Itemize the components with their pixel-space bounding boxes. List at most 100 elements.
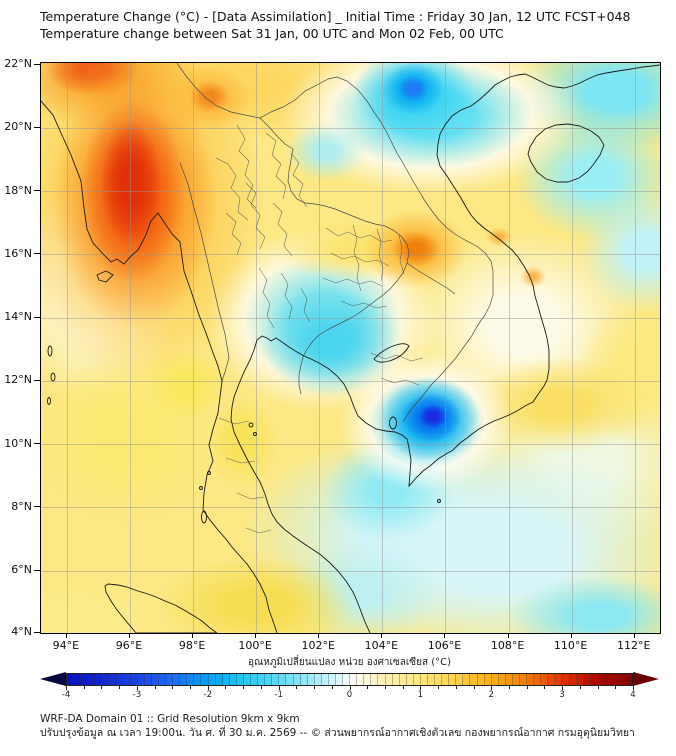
y-axis-tick [34, 569, 40, 571]
colorbar-segment [427, 673, 436, 685]
island [437, 499, 441, 503]
colorbar-major-tick [349, 686, 351, 690]
title-block: Temperature Change (°C) - [Data Assimila… [40, 8, 630, 42]
x-axis-label: 112°E [617, 639, 651, 652]
colorbar-tick-label: -3 [132, 690, 142, 700]
colorbar-tick-label: -1 [274, 690, 283, 700]
x-axis-label: 100°E [238, 639, 272, 652]
colorbar-minor-tick [367, 686, 369, 689]
gridline-lat [41, 444, 660, 446]
colorbar-major-tick [420, 686, 422, 690]
x-axis-tick [318, 633, 320, 638]
colorbar-segment [548, 673, 556, 685]
colorbar-title: อุณหภูมิเปลี่ยนแปลง หน่วย องศาเซลเซียส (… [247, 657, 452, 668]
gridline-lat [41, 570, 660, 572]
colorbar-segment [293, 673, 301, 685]
colorbar-tick-label: 4 [630, 690, 636, 700]
colorbar-major-tick [66, 686, 67, 690]
colorbar-minor-tick [314, 686, 316, 689]
colorbar-segment [541, 673, 549, 685]
colorbar-segment [265, 673, 273, 685]
gridline-lon [508, 63, 510, 633]
island [50, 372, 56, 382]
colorbar-segment [520, 673, 528, 685]
colorbar-segment [151, 673, 160, 685]
footer-model-info: WRF-DA Domain 01 :: Grid Resolution 9km … [40, 713, 300, 725]
gridline-lat [41, 191, 660, 193]
colorbar-minor-tick [473, 686, 475, 689]
colorbar-minor-tick [154, 686, 156, 689]
gridline-lat [41, 127, 660, 129]
y-axis-label: 14°N [4, 310, 32, 324]
colorbar-segment [229, 673, 237, 685]
y-axis-label: 20°N [4, 120, 32, 134]
colorbar-segment [258, 673, 266, 685]
x-axis-tick [633, 633, 635, 638]
delta-islets [96, 270, 114, 283]
colorbar-segment [307, 673, 315, 685]
x-axis-tick [128, 633, 130, 638]
y-axis-label: 4°N [11, 625, 32, 638]
colorbar-minor-tick [190, 686, 192, 689]
colorbar-minor-tick [526, 686, 528, 689]
colorbar-segment [335, 673, 344, 685]
colorbar-segment [272, 673, 280, 685]
colorbar-segment [194, 673, 202, 685]
y-axis-tick [34, 379, 40, 381]
colorbar-minor-tick [455, 686, 457, 689]
colorbar-segment [420, 673, 428, 685]
colorbar [40, 672, 659, 686]
colorbar-major-tick [633, 686, 634, 690]
x-axis-label: 94°E [52, 639, 80, 652]
colorbar-minor-tick [296, 686, 298, 689]
island [207, 471, 211, 475]
y-axis-label: 22°N [4, 57, 32, 71]
colorbar-segment [215, 673, 223, 685]
colorbar-segment [343, 673, 351, 685]
coastlines [41, 64, 660, 633]
colorbar-major-tick [562, 686, 564, 690]
colorbar-major-tick [278, 686, 280, 690]
coastline-hainan [527, 123, 605, 183]
x-axis-tick [570, 633, 572, 638]
colorbar-segment [208, 673, 216, 685]
colorbar-segment [626, 673, 633, 685]
colorbar-segment [173, 673, 181, 685]
colorbar-major-tick [136, 686, 138, 690]
y-axis-label: 18°N [4, 183, 32, 197]
colorbar-segment [442, 673, 450, 685]
y-axis-label: 16°N [4, 246, 32, 260]
country-borders [176, 63, 494, 423]
colorbar-minor-tick [101, 686, 103, 689]
gridline-lon [382, 63, 384, 633]
colorbar-minor-tick [119, 686, 121, 689]
x-axis-tick [444, 633, 446, 638]
colorbar-segment [413, 673, 421, 685]
colorbar-minor-tick [579, 686, 581, 689]
colorbar-segment [590, 673, 598, 685]
colorbar-minor-tick [260, 686, 262, 689]
colorbar-major-tick [207, 686, 209, 690]
colorbar-minor-tick [384, 686, 386, 689]
colorbar-segment [512, 673, 520, 685]
lake-tonle-sap [373, 343, 410, 363]
colorbar-ticks: -4 -3 -2 -1 0 1 2 3 4 [62, 686, 636, 700]
colorbar-segment [88, 673, 96, 685]
y-axis-label: 8°N [11, 499, 32, 513]
x-axis-label: 104°E [364, 639, 399, 652]
page-subtitle: Temperature change between Sat 31 Jan, 0… [40, 26, 504, 41]
colorbar-segment [95, 673, 103, 685]
gridline-lon [634, 63, 636, 633]
gridline-lon [129, 63, 131, 633]
colorbar-segment [357, 673, 365, 685]
y-axis-label: 6°N [11, 563, 32, 577]
colorbar-major-tick [491, 686, 493, 690]
colorbar-segment [555, 673, 563, 685]
gridline-lon [256, 63, 258, 633]
coastline-sumatra [104, 583, 218, 633]
island [253, 432, 257, 436]
x-axis-tick [192, 633, 194, 638]
island [199, 486, 203, 490]
colorbar-segment [67, 673, 75, 685]
